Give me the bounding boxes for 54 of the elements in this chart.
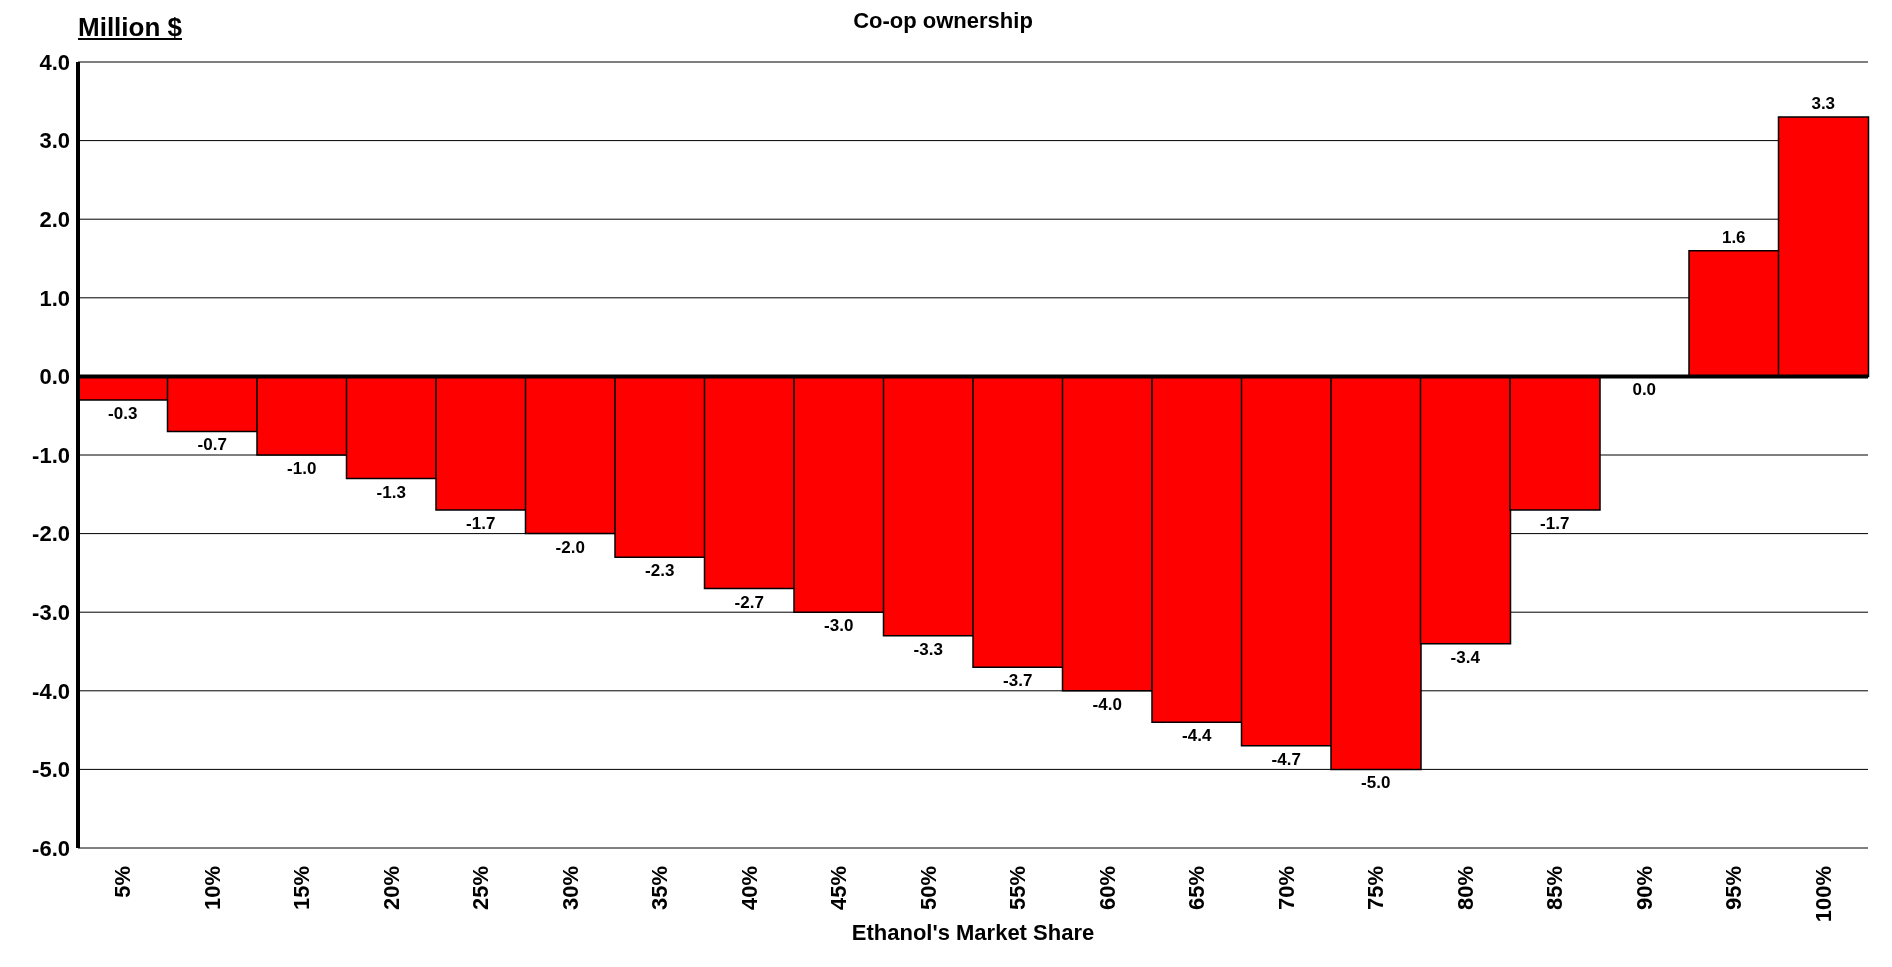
y-tick-label: 0.0 bbox=[39, 364, 70, 390]
x-tick-label: 45% bbox=[826, 866, 852, 911]
x-tick-label: 55% bbox=[1005, 866, 1031, 911]
data-label: -0.7 bbox=[197, 435, 227, 455]
x-tick-label: 10% bbox=[199, 866, 225, 911]
y-tick-label: -1.0 bbox=[32, 442, 70, 468]
y-tick-label: 4.0 bbox=[39, 49, 70, 75]
data-label: -2.3 bbox=[645, 561, 675, 581]
chart-title: Co-op ownership bbox=[853, 8, 1033, 33]
x-tick-label: 75% bbox=[1363, 866, 1389, 911]
y-tick-label: -3.0 bbox=[32, 600, 70, 626]
data-label: -3.3 bbox=[913, 639, 943, 659]
data-label: -0.3 bbox=[108, 403, 138, 423]
x-tick-label: 95% bbox=[1721, 866, 1747, 911]
data-label: -2.0 bbox=[555, 537, 585, 557]
x-axis-title: Ethanol's Market Share bbox=[851, 920, 1095, 945]
x-tick-label: 15% bbox=[289, 866, 315, 911]
y-tick-label: -2.0 bbox=[32, 521, 70, 547]
y-tick-label: -6.0 bbox=[32, 835, 70, 861]
x-tick-label: 80% bbox=[1452, 866, 1478, 911]
data-label: -1.0 bbox=[287, 459, 317, 478]
data-label: -4.7 bbox=[1271, 749, 1301, 769]
x-tick-label: 60% bbox=[1094, 866, 1120, 911]
data-label: -3.0 bbox=[824, 616, 854, 636]
x-tick-label: 65% bbox=[1184, 866, 1210, 911]
y-axis-title: Million $ bbox=[78, 12, 182, 43]
data-label: -3.7 bbox=[1003, 671, 1033, 691]
data-label: -5.0 bbox=[1361, 773, 1391, 793]
x-tick-label: 85% bbox=[1542, 866, 1568, 911]
y-tick-label: 3.0 bbox=[39, 128, 70, 154]
y-tick-label: 2.0 bbox=[39, 207, 70, 233]
data-label: 3.3 bbox=[1811, 94, 1836, 114]
data-label: -1.3 bbox=[376, 482, 406, 502]
data-label: -1.7 bbox=[466, 514, 496, 534]
data-label: -1.7 bbox=[1540, 514, 1570, 534]
x-tick-label: 90% bbox=[1631, 866, 1657, 911]
x-tick-label: 50% bbox=[915, 866, 941, 911]
x-tick-label: 5% bbox=[110, 866, 136, 898]
data-label: -3.4 bbox=[1450, 647, 1481, 667]
x-tick-label: 35% bbox=[647, 866, 673, 911]
x-tick-label: 40% bbox=[736, 866, 762, 911]
x-tick-label: 25% bbox=[468, 866, 494, 911]
data-label: -4.4 bbox=[1182, 726, 1212, 746]
x-tick-label: 20% bbox=[378, 866, 404, 911]
x-tick-label: 100% bbox=[1810, 866, 1836, 923]
x-tick-label: 70% bbox=[1273, 866, 1299, 911]
data-label: -2.7 bbox=[734, 592, 764, 612]
data-label: -4.0 bbox=[1092, 694, 1122, 714]
y-tick-label: -5.0 bbox=[32, 757, 70, 783]
y-tick-label: 1.0 bbox=[39, 285, 70, 311]
y-tick-label: -4.0 bbox=[32, 678, 70, 704]
data-label: 0.0 bbox=[1632, 380, 1657, 400]
data-label: 1.6 bbox=[1721, 227, 1746, 247]
x-tick-label: 30% bbox=[557, 866, 583, 911]
